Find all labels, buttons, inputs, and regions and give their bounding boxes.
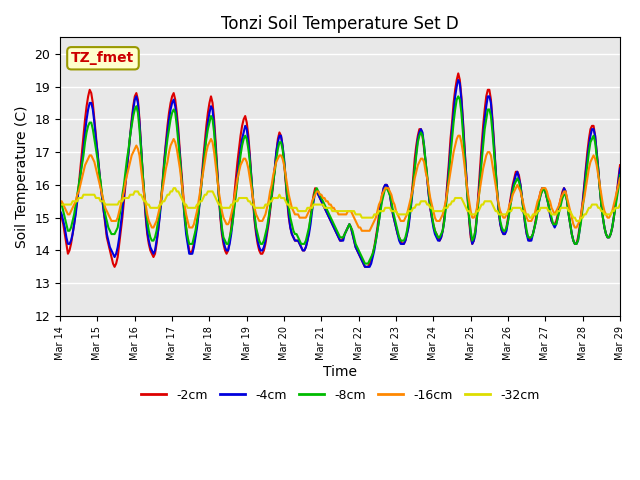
- -32cm: [396, 212, 403, 217]
- Y-axis label: Soil Temperature (C): Soil Temperature (C): [15, 106, 29, 248]
- X-axis label: Time: Time: [323, 365, 357, 380]
- -8cm: [616, 172, 624, 178]
- -16cm: [396, 215, 403, 220]
- -16cm: [358, 228, 365, 234]
- -4cm: [396, 238, 403, 243]
- Line: -4cm: -4cm: [60, 80, 620, 267]
- Text: TZ_fmet: TZ_fmet: [71, 51, 134, 65]
- Line: -2cm: -2cm: [60, 73, 620, 267]
- -8cm: [361, 261, 369, 266]
- -4cm: [161, 159, 168, 165]
- -16cm: [377, 198, 385, 204]
- -4cm: [616, 166, 624, 171]
- -2cm: [162, 139, 170, 145]
- -32cm: [549, 212, 557, 217]
- -4cm: [56, 208, 64, 214]
- Title: Tonzi Soil Temperature Set D: Tonzi Soil Temperature Set D: [221, 15, 459, 33]
- -32cm: [72, 198, 79, 204]
- Line: -8cm: -8cm: [60, 96, 620, 264]
- -2cm: [56, 212, 64, 217]
- -4cm: [454, 77, 462, 83]
- -2cm: [72, 208, 79, 214]
- -32cm: [377, 208, 385, 214]
- -16cm: [454, 133, 462, 139]
- -8cm: [72, 202, 79, 207]
- -2cm: [408, 192, 415, 198]
- -32cm: [408, 208, 415, 214]
- -8cm: [408, 195, 415, 201]
- -4cm: [551, 225, 559, 230]
- -4cm: [361, 264, 369, 270]
- -8cm: [377, 208, 385, 214]
- Line: -16cm: -16cm: [60, 136, 620, 231]
- -8cm: [396, 234, 403, 240]
- -8cm: [161, 162, 168, 168]
- -4cm: [377, 205, 385, 211]
- -32cm: [573, 218, 580, 224]
- Legend: -2cm, -4cm, -8cm, -16cm, -32cm: -2cm, -4cm, -8cm, -16cm, -32cm: [136, 384, 544, 407]
- -32cm: [170, 185, 177, 191]
- -16cm: [72, 198, 79, 204]
- -2cm: [377, 202, 385, 207]
- -16cm: [56, 198, 64, 204]
- -4cm: [72, 212, 79, 217]
- -2cm: [551, 221, 559, 227]
- -16cm: [161, 176, 168, 181]
- -32cm: [161, 198, 168, 204]
- -16cm: [616, 176, 624, 181]
- -8cm: [551, 221, 559, 227]
- -8cm: [454, 94, 462, 99]
- -16cm: [551, 212, 559, 217]
- -16cm: [408, 192, 415, 198]
- -2cm: [396, 234, 403, 240]
- -2cm: [616, 162, 624, 168]
- -32cm: [616, 202, 624, 207]
- -2cm: [454, 71, 462, 76]
- -32cm: [56, 202, 64, 207]
- -4cm: [408, 198, 415, 204]
- Line: -32cm: -32cm: [60, 188, 620, 221]
- -8cm: [56, 198, 64, 204]
- -2cm: [111, 264, 118, 270]
